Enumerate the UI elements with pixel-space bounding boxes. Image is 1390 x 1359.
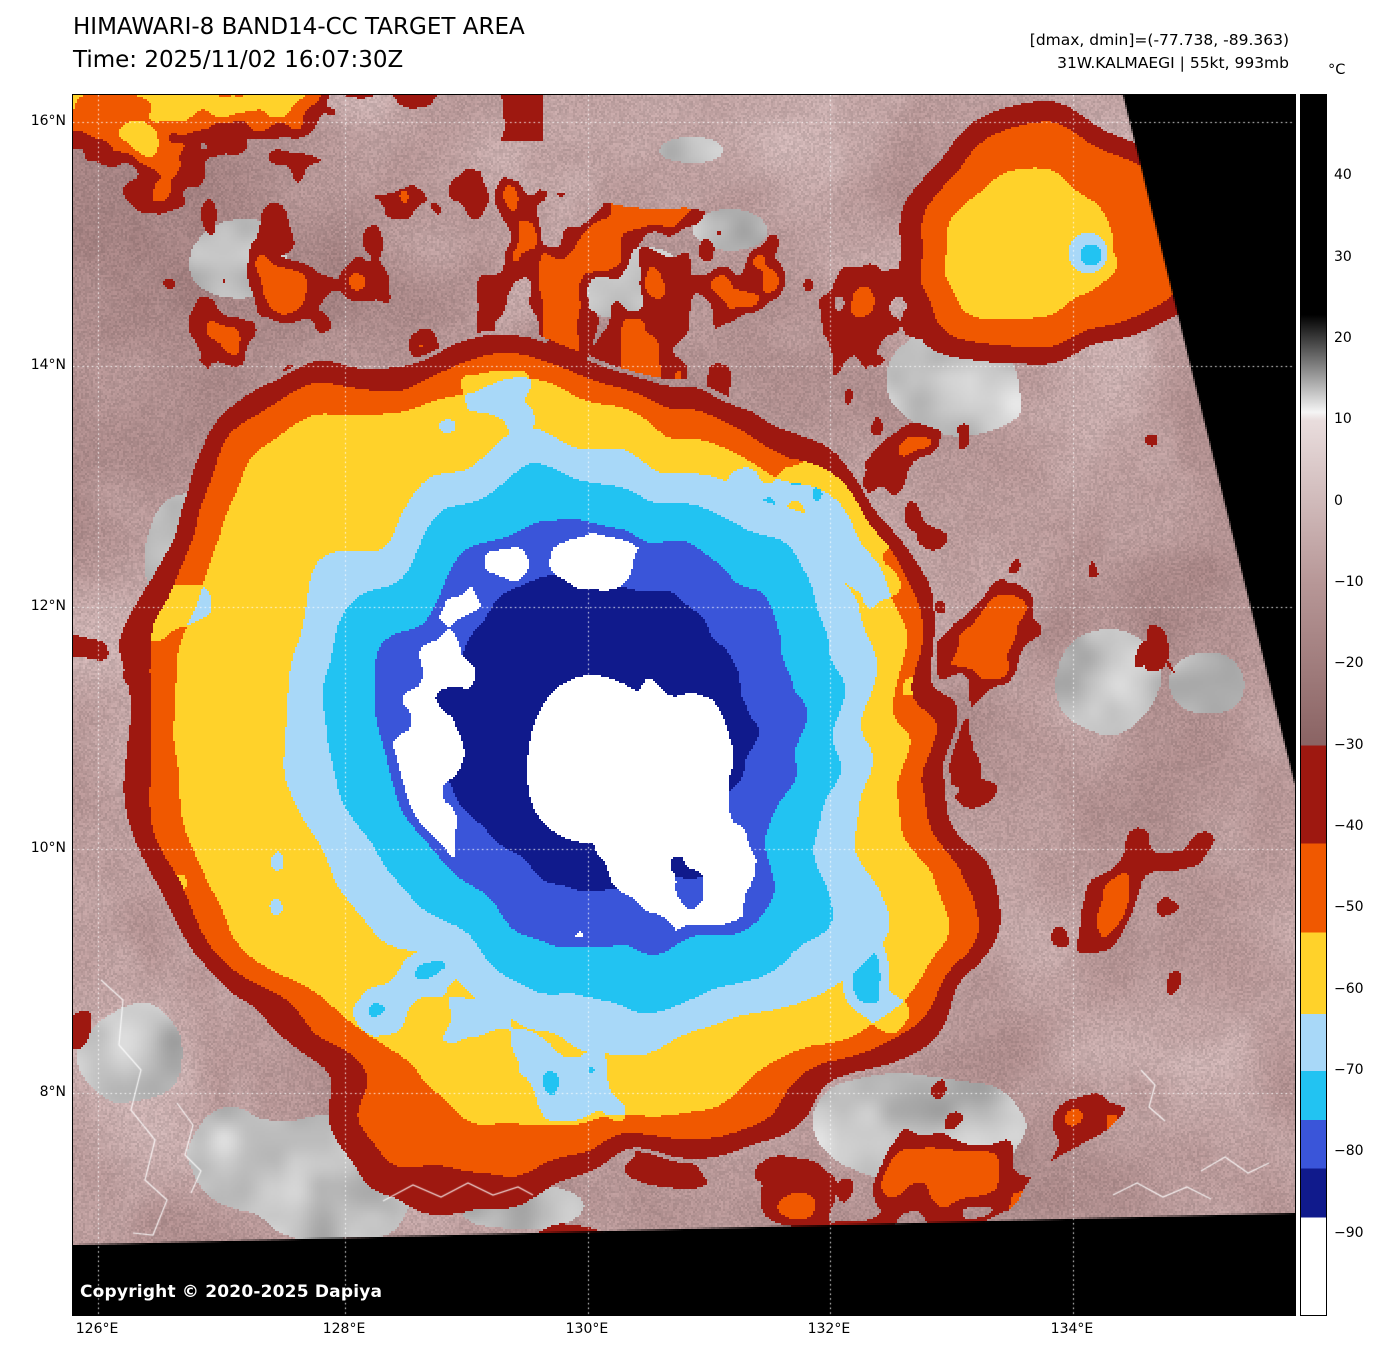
lon-label-2: 128°E xyxy=(322,1321,366,1337)
colorbar-tick--90: −90 xyxy=(1334,1224,1364,1241)
colorbar-tick--70: −70 xyxy=(1334,1062,1364,1078)
colorbar-tick--30: −30 xyxy=(1334,736,1364,753)
storm-id-intensity: 31W.KALMAEGI | 55kt, 993mb xyxy=(1057,54,1289,72)
lat-label-5: 8°N xyxy=(39,1083,66,1100)
colorbar-tick-0: 0 xyxy=(1334,492,1343,509)
colorbar-tick--50: −50 xyxy=(1334,899,1364,916)
colorbar-tick--60: −60 xyxy=(1334,980,1364,997)
copyright-label: Copyright © 2020-2025 Dapiya xyxy=(80,1282,383,1302)
lon-label-1: 126°E xyxy=(75,1321,119,1337)
lat-label-4: 10°N xyxy=(30,839,66,856)
colorbar-tick-20: 20 xyxy=(1334,330,1352,346)
colorbar-tick-10: 10 xyxy=(1334,411,1352,428)
lat-label-1: 16°N xyxy=(30,112,66,129)
colorbar-tick--80: −80 xyxy=(1334,1143,1364,1160)
colorbar-gradient xyxy=(1300,94,1327,1316)
image-title: HIMAWARI-8 BAND14-CC TARGET AREA xyxy=(73,14,525,40)
lon-label-4: 132°E xyxy=(807,1321,851,1337)
lon-label-5: 134°E xyxy=(1050,1321,1094,1337)
lat-label-3: 12°N xyxy=(30,598,66,615)
colorbar-tick-40: 40 xyxy=(1334,167,1352,184)
lat-label-2: 14°N xyxy=(30,356,66,373)
colorbar-tick--10: −10 xyxy=(1334,574,1364,590)
colorbar-tick-30: 30 xyxy=(1334,248,1352,265)
map-frame: Copyright © 2020-2025 Dapiya xyxy=(72,94,1296,1316)
colorbar-tick--40: −40 xyxy=(1334,818,1364,834)
lon-label-3: 130°E xyxy=(565,1321,609,1337)
grid-coastline-overlay xyxy=(73,95,1295,1315)
dmax-dmin-readout: [dmax, dmin]=(-77.738, -89.363) xyxy=(1029,31,1289,49)
image-timestamp: Time: 2025/11/02 16:07:30Z xyxy=(73,47,404,73)
colorbar-tick--20: −20 xyxy=(1334,655,1364,672)
colorbar-unit-label: °C xyxy=(1328,62,1346,78)
